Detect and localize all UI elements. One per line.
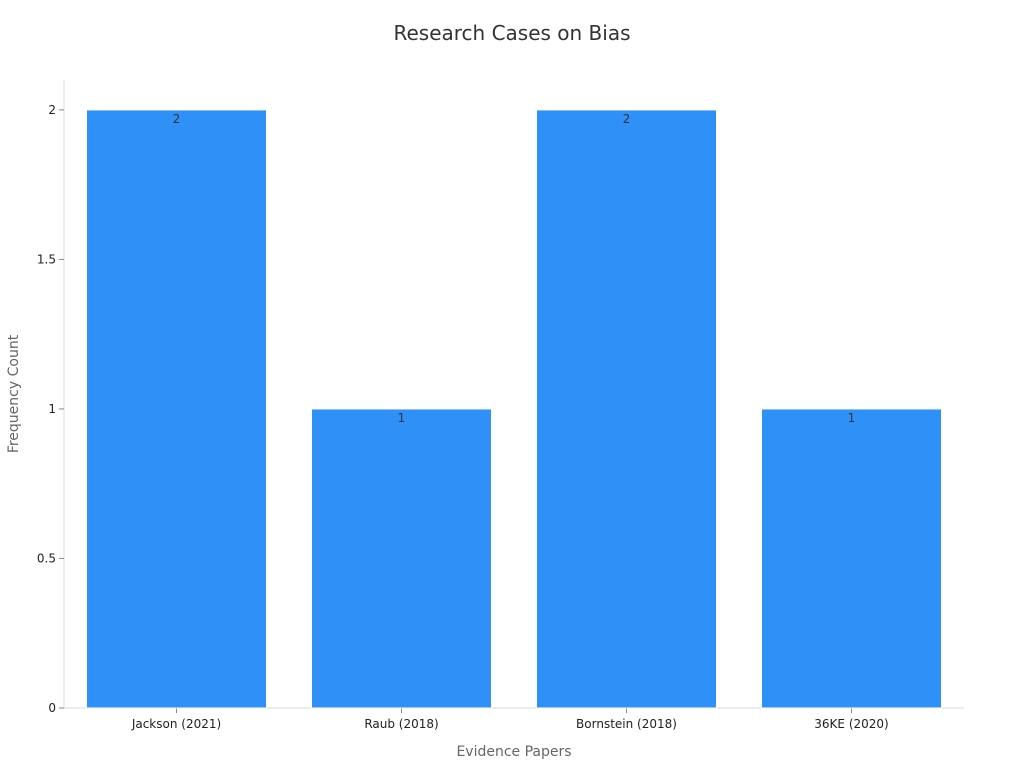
y-tick-label: 0.5: [37, 551, 56, 565]
bars-group: [86, 109, 942, 709]
x-axis-label: Evidence Papers: [456, 744, 571, 760]
bar-2: [311, 408, 492, 709]
y-tick-label: 1.5: [37, 252, 56, 266]
x-tick-label: Bornstein (2018): [576, 717, 677, 731]
data-label: 1: [398, 411, 406, 425]
bar-4: [761, 408, 942, 709]
y-axis-label: Frequency Count: [6, 334, 22, 453]
x-tick-label: Jackson (2021): [131, 717, 221, 731]
y-tick-label: 1: [48, 402, 56, 416]
x-axis: Jackson (2021) Raub (2018) Bornstein (2018…: [64, 707, 964, 731]
y-tick-label: 2: [48, 103, 56, 117]
chart-title: Research Cases on Bias: [393, 21, 630, 45]
bar-1: [86, 109, 267, 709]
y-tick-label: 0: [48, 701, 56, 715]
bar-3: [536, 109, 717, 709]
data-label: 1: [848, 411, 856, 425]
x-tick-label: Raub (2018): [364, 717, 438, 731]
y-axis: 0 0.5 1 1.5 2: [37, 80, 65, 715]
x-tick-label: 36KE (2020): [814, 717, 888, 731]
data-label: 2: [623, 112, 631, 126]
data-labels-group: 2 1 2 1: [173, 112, 856, 425]
data-label: 2: [173, 112, 181, 126]
